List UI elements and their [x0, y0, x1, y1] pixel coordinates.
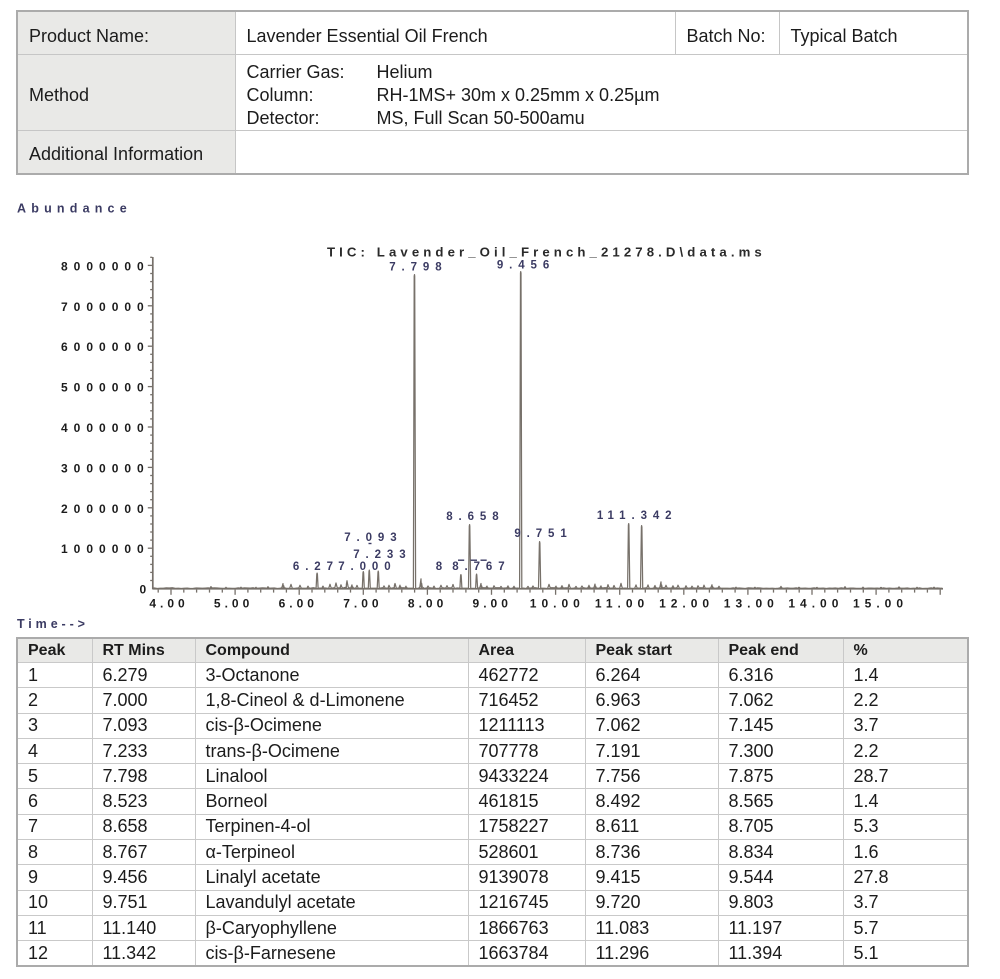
- svg-text:8.00: 8.00: [408, 597, 447, 611]
- svg-text:9.751: 9.751: [514, 528, 572, 540]
- svg-text:14.00: 14.00: [788, 597, 843, 611]
- svg-text:11.00: 11.00: [595, 597, 649, 611]
- svg-text:Time-->: Time-->: [17, 617, 89, 631]
- svg-text:7000000: 7000000: [61, 300, 150, 314]
- svg-text:1: 1: [597, 510, 609, 522]
- svg-text:9.00: 9.00: [473, 597, 512, 611]
- svg-text:8: 8: [436, 561, 448, 573]
- svg-text:5.00: 5.00: [214, 597, 253, 611]
- svg-text:5000000: 5000000: [61, 381, 150, 395]
- svg-text:10.00: 10.00: [530, 597, 585, 611]
- svg-text:Abundance: Abundance: [17, 202, 132, 216]
- svg-text:0: 0: [140, 583, 153, 597]
- svg-text:6.27: 6.27: [293, 561, 339, 573]
- svg-text:3000000: 3000000: [61, 461, 150, 475]
- svg-text:TIC: Lavender_Oil_French_21278: TIC: Lavender_Oil_French_21278.D\data.ms: [327, 245, 766, 260]
- svg-text:8.767: 8.767: [452, 561, 510, 573]
- svg-text:1000000: 1000000: [61, 542, 150, 556]
- svg-text:8.658: 8.658: [446, 511, 504, 523]
- svg-text:6000000: 6000000: [61, 340, 150, 354]
- svg-text:7.00: 7.00: [343, 597, 382, 611]
- svg-text:9.456: 9.456: [497, 260, 555, 272]
- svg-text:7.093: 7.093: [344, 532, 402, 544]
- svg-text:6.00: 6.00: [279, 597, 318, 611]
- svg-text:15.00: 15.00: [853, 597, 908, 611]
- svg-text:7.233: 7.233: [353, 549, 411, 561]
- svg-text:13.00: 13.00: [724, 597, 779, 611]
- svg-text:2000000: 2000000: [61, 502, 150, 516]
- svg-text:12.00: 12.00: [659, 597, 714, 611]
- svg-text:11.342: 11.342: [608, 510, 678, 522]
- svg-text:4.00: 4.00: [149, 597, 188, 611]
- svg-text:7.798: 7.798: [389, 262, 447, 274]
- svg-text:8000000: 8000000: [61, 259, 150, 273]
- svg-text:7.000: 7.000: [338, 561, 396, 573]
- svg-text:4000000: 4000000: [61, 421, 150, 435]
